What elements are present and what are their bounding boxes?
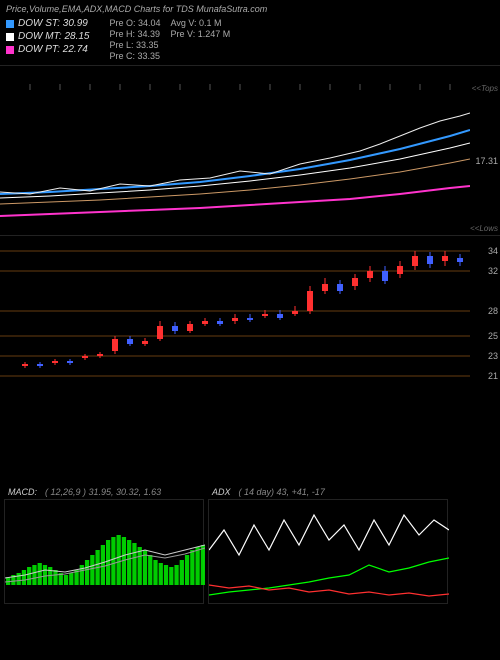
legend-item: DOW MT: 28.15: [6, 31, 90, 42]
info-row: Pre L: 33.35: [110, 40, 161, 50]
price-info: Pre O: 34.04Pre H: 34.39Pre L: 33.35Pre …: [110, 18, 231, 61]
ema-price-panel: <<Tops <<Lows 17.31: [0, 65, 500, 235]
adx-label: ADX: [212, 487, 231, 497]
y-tick-label: 21: [488, 371, 498, 381]
corner-tops: <<Tops: [472, 84, 498, 93]
macd-label: MACD:: [8, 487, 37, 497]
info-row: Pre C: 33.35: [110, 51, 161, 61]
legend-item: DOW ST: 30.99: [6, 18, 90, 29]
info-row: Pre O: 34.04: [110, 18, 161, 28]
y-tick-label: 32: [488, 266, 498, 276]
y-tick-label: 23: [488, 351, 498, 361]
macd-panel: MACD: ( 12,26,9 ) 31.95, 30.32, 1.63: [4, 485, 204, 604]
info-row: Pre H: 34.39: [110, 29, 161, 39]
candlestick-panel: 34 32 28 25 23 21: [0, 235, 500, 385]
y-tick-label: 28: [488, 306, 498, 316]
y-tick-label: 34: [488, 246, 498, 256]
legend-list: DOW ST: 30.99 DOW MT: 28.15 DOW PT: 22.74: [6, 18, 90, 61]
y-tick-label: 25: [488, 331, 498, 341]
corner-lows: <<Lows: [470, 224, 498, 233]
chart-header: Price,Volume,EMA,ADX,MACD Charts for TDS…: [0, 0, 500, 65]
legend-item: DOW PT: 22.74: [6, 44, 90, 55]
macd-params: ( 12,26,9 ) 31.95, 30.32, 1.63: [45, 487, 161, 497]
info-row: Avg V: 0.1 M: [171, 18, 231, 28]
adx-params: ( 14 day) 43, +41, -17: [239, 487, 325, 497]
gap-space: [0, 385, 500, 485]
price-label: 17.31: [475, 156, 498, 166]
info-row: Pre V: 1.247 M: [171, 29, 231, 39]
adx-panel: ADX ( 14 day) 43, +41, -17: [208, 485, 448, 604]
chart-title: Price,Volume,EMA,ADX,MACD Charts for TDS…: [6, 4, 494, 14]
